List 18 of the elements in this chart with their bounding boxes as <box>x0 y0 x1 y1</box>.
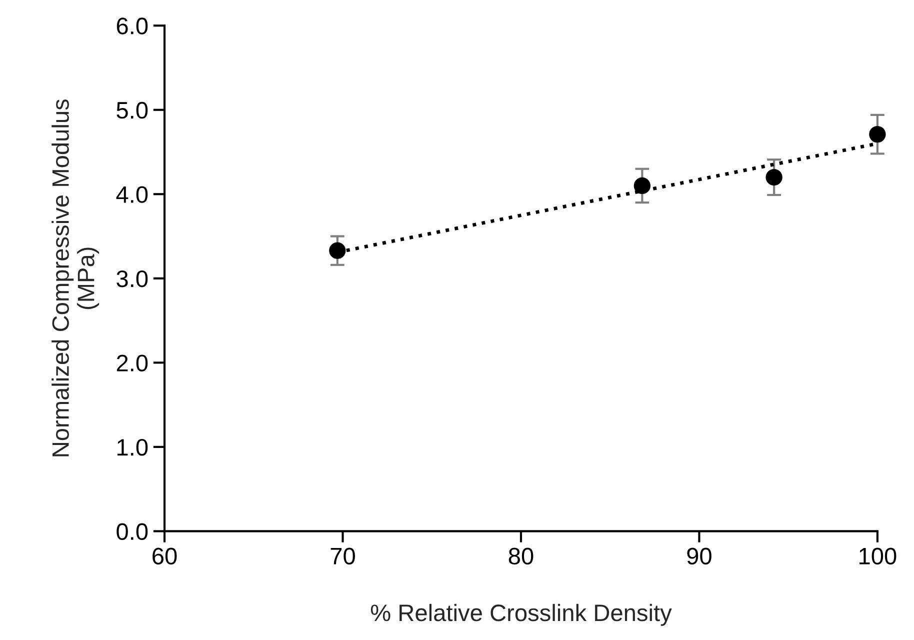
x-tick-label: 80 <box>508 548 534 565</box>
y-tick-label: 2.0 <box>116 354 148 372</box>
x-tick-label: 70 <box>330 548 355 565</box>
y-tick-label: 3.0 <box>116 270 148 288</box>
x-tick-label: 60 <box>152 548 177 565</box>
point <box>329 242 346 259</box>
x-tick-label: 100 <box>860 548 896 565</box>
y-tick-label: 1.0 <box>118 439 148 456</box>
y-tick-label: 0.0 <box>116 523 148 540</box>
point <box>634 177 651 194</box>
point <box>869 126 886 143</box>
y-tick-label: 6.0 <box>116 18 148 34</box>
y-axis-title: Normalized Compressive Modulus (MPa) <box>52 99 100 456</box>
x-tick-label: 90 <box>687 548 712 565</box>
x-axis-title: % Relative Crosslink Density <box>370 604 672 626</box>
y-tick-label: 4.0 <box>116 186 148 203</box>
point <box>766 168 782 186</box>
y-tick-label: 5.0 <box>116 102 148 119</box>
